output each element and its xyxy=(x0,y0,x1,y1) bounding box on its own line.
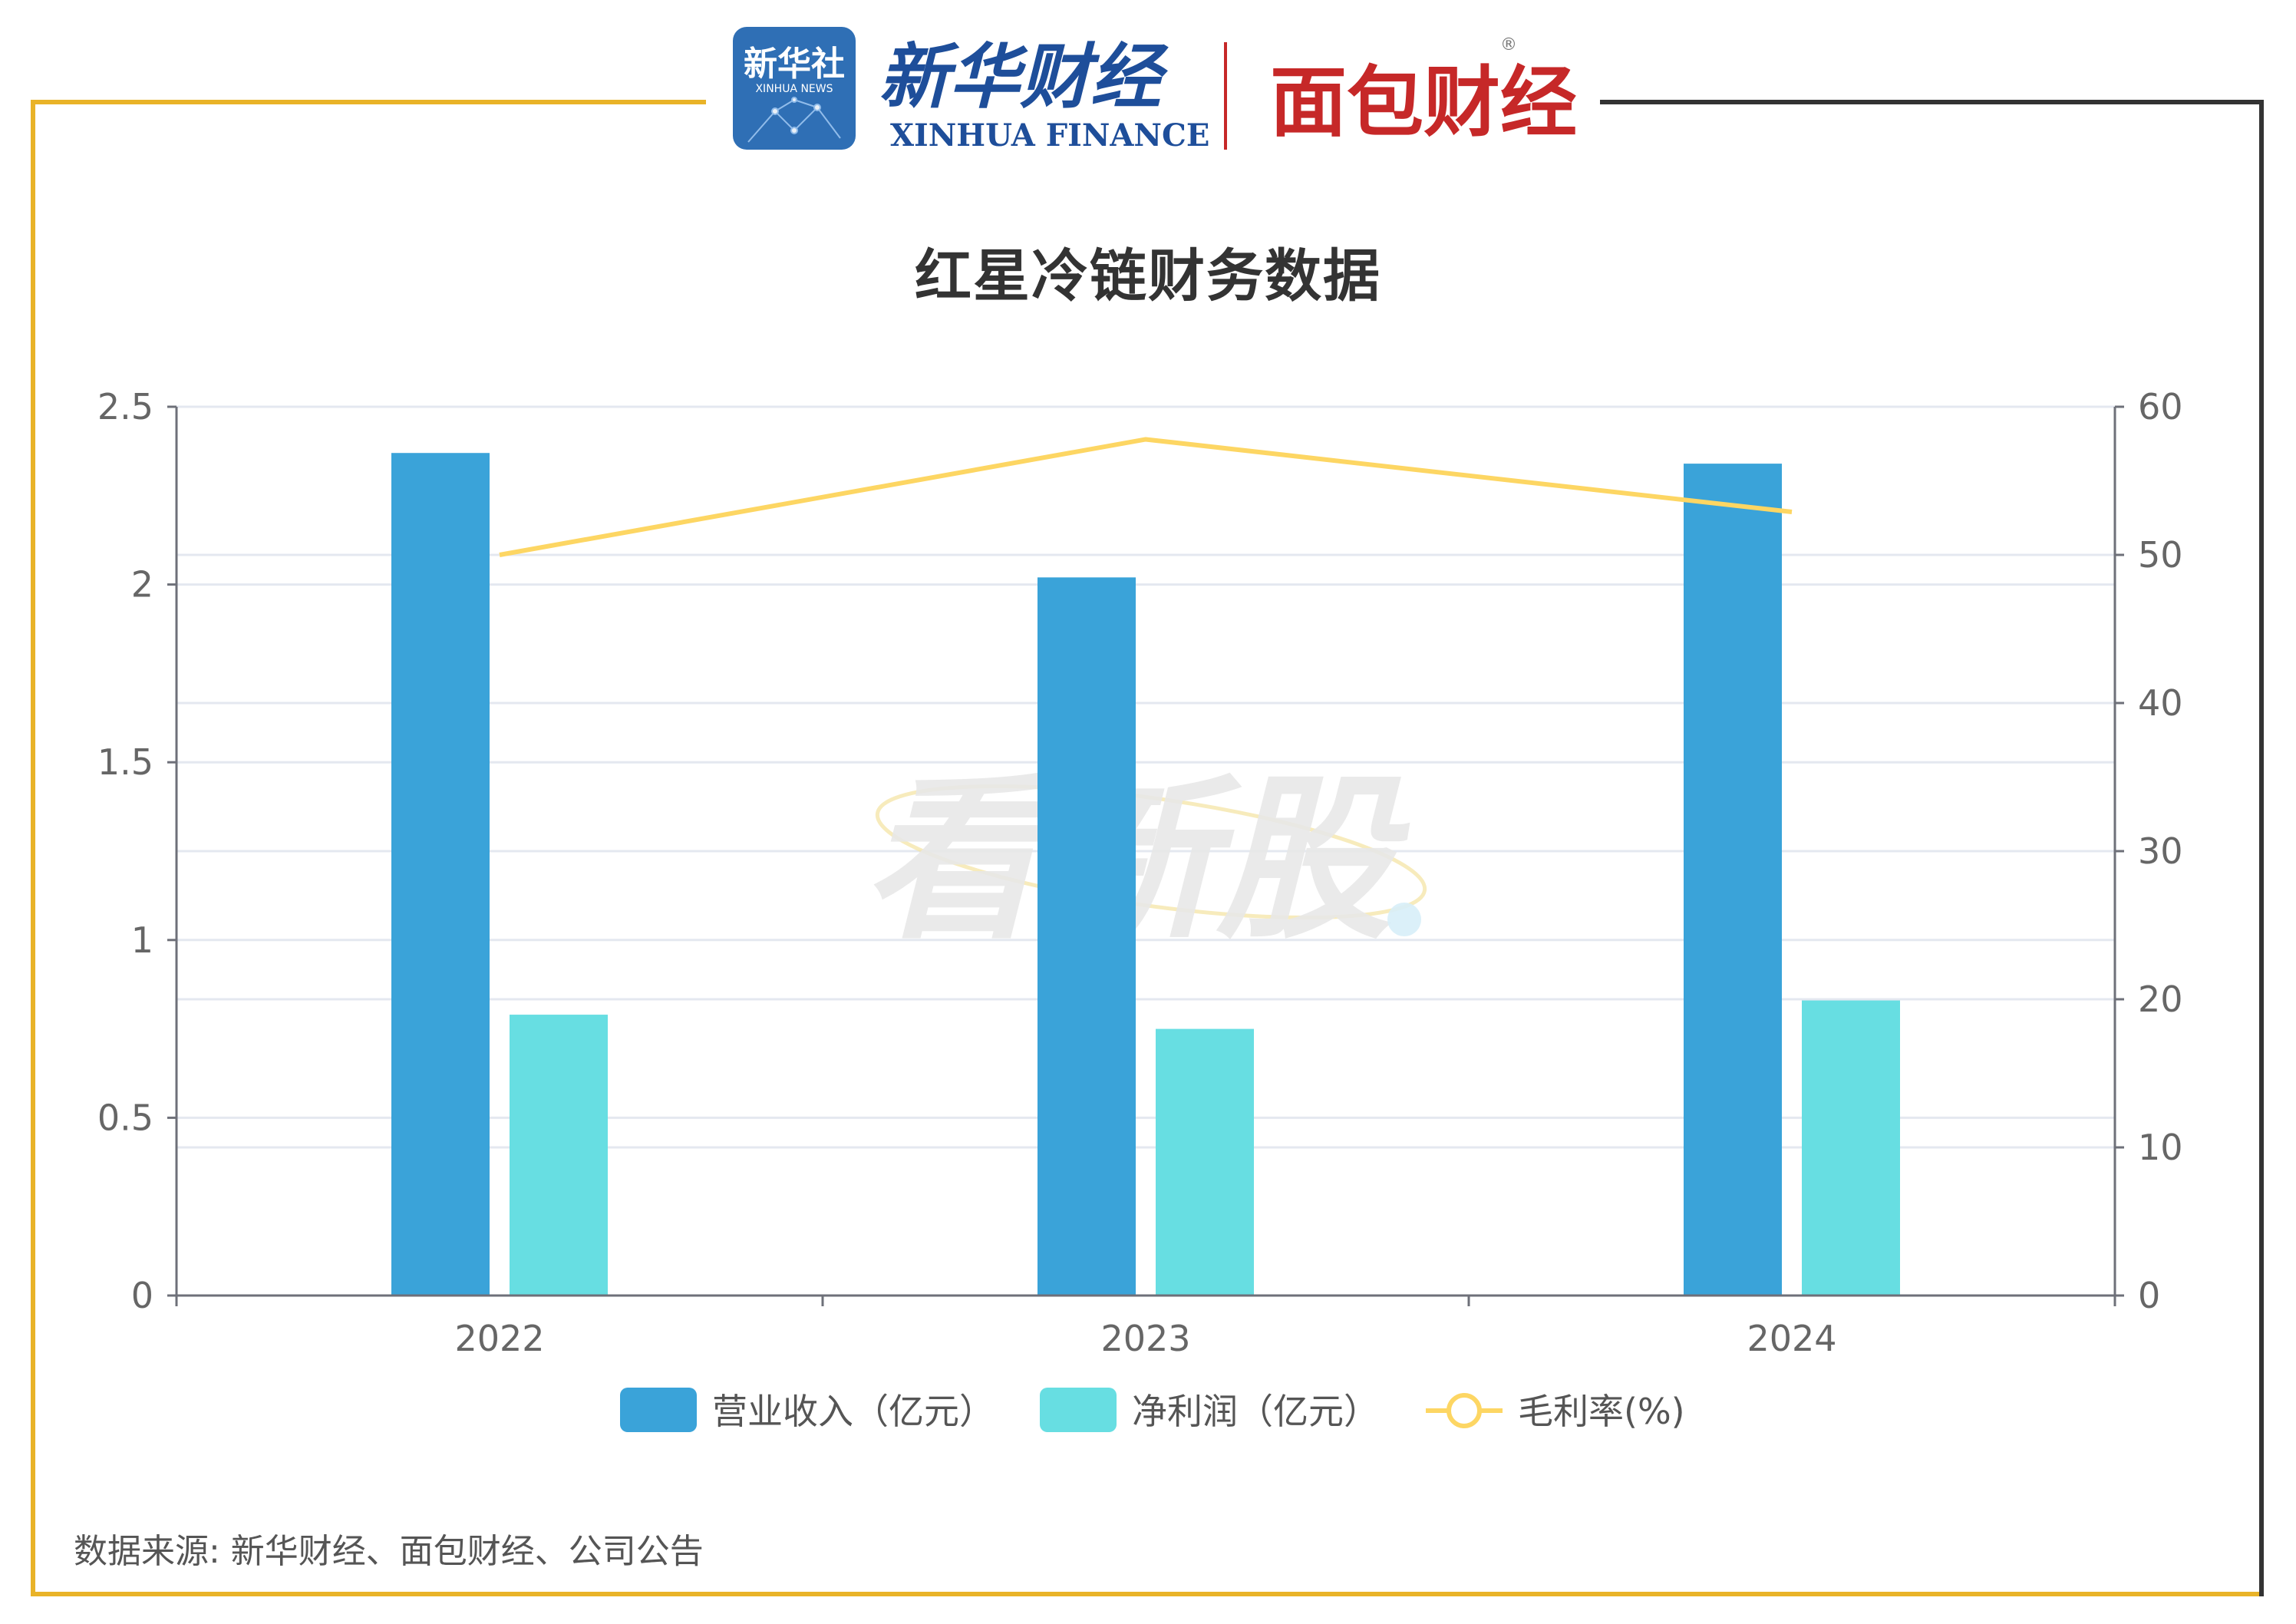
xinhua-finance-logo-cn: 新华财经 xyxy=(879,35,1169,118)
xinhua-news-logo: 新华社 XINHUA NEWS xyxy=(733,27,856,150)
y-right-tick-label: 60 xyxy=(2138,386,2183,427)
xinhua-finance-logo-en: XINHUA FINANCE xyxy=(890,117,1209,153)
line-layer xyxy=(499,437,1793,557)
net-profit-bar xyxy=(510,1015,608,1296)
watermark-text: 看新股 xyxy=(863,758,1410,963)
y-right-tick-label: 0 xyxy=(2138,1275,2160,1316)
revenue-bar xyxy=(1037,577,1136,1296)
y-right-tick-label: 30 xyxy=(2138,830,2183,872)
frame-top-right-dark xyxy=(1600,100,2264,104)
y-left-tick-label: 2 xyxy=(131,564,153,606)
xinhua-news-logo-subtext: XINHUA NEWS xyxy=(755,83,833,95)
data-source: 数据来源: 新华财经、面包财经、公司公告 xyxy=(74,1532,704,1571)
x-tick-label: 2024 xyxy=(1747,1318,1836,1359)
xinhua-news-logo-text: 新华社 xyxy=(744,45,845,84)
frame-top-left-gold xyxy=(31,100,706,104)
y-left-tick-label: 0 xyxy=(131,1275,153,1316)
logo-divider xyxy=(1224,42,1227,150)
y-right-tick-label: 40 xyxy=(2138,682,2183,724)
legend-swatch xyxy=(620,1388,697,1432)
chart-title: 红星冷链财务数据 xyxy=(915,243,1381,309)
net-profit-bar xyxy=(1156,1028,1254,1296)
y-left-tick-label: 2.5 xyxy=(97,386,153,427)
bars-layer xyxy=(391,453,1900,1296)
frame-left-gold xyxy=(31,100,35,1596)
legend-swatch xyxy=(1040,1388,1117,1432)
legend-label: 净利润（亿元） xyxy=(1132,1391,1379,1432)
frame-right-dark xyxy=(2259,100,2264,1596)
gross-margin-line xyxy=(499,437,1793,557)
y-right-tick-label: 10 xyxy=(2138,1127,2183,1168)
y-left-tick-label: 0.5 xyxy=(97,1097,153,1138)
net-profit-bar xyxy=(1802,1000,1900,1296)
y-right-tick-label: 50 xyxy=(2138,534,2183,576)
axes-layer: 0 0.5 1 1.5 2 2.5 0 10 20 30 40 50 60 2022 2023 2024 xyxy=(97,386,2183,1359)
y-left-tick-label: 1 xyxy=(131,919,153,961)
legend: 营业收入（亿元） 净利润（亿元） 毛利率(%) xyxy=(620,1388,1685,1432)
y-right-tick-label: 20 xyxy=(2138,979,2183,1020)
mianbao-logo: 面包财经 xyxy=(1270,58,1577,147)
revenue-bar xyxy=(1684,464,1782,1296)
legend-label: 营业收入（亿元） xyxy=(712,1391,995,1432)
frame-bottom-gold xyxy=(31,1592,2264,1596)
y-left-tick-label: 1.5 xyxy=(97,741,153,783)
revenue-bar xyxy=(391,453,490,1296)
legend-label: 毛利率(%) xyxy=(1518,1391,1685,1432)
header-logos: 新华社 XINHUA NEWS 新华财经 XINHUA FINANCE 面包财经… xyxy=(733,15,1615,161)
registered-mark: ® xyxy=(1500,35,1517,54)
watermark: 看新股 xyxy=(863,758,1427,963)
x-tick-label: 2023 xyxy=(1100,1318,1190,1359)
x-tick-label: 2022 xyxy=(454,1318,544,1359)
legend-line-marker xyxy=(1447,1393,1482,1428)
